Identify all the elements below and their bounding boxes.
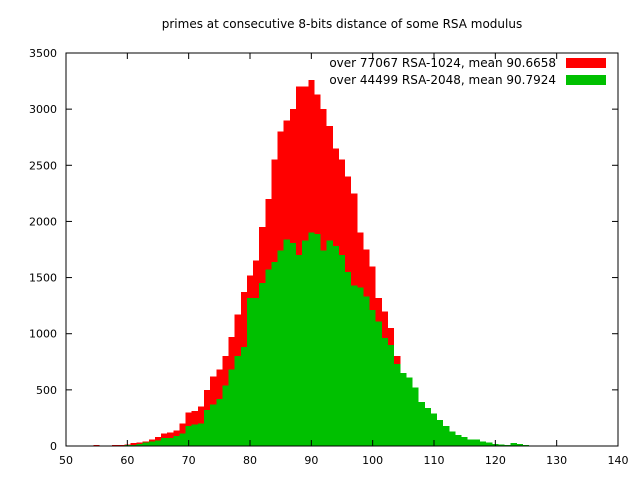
bar-series-2 (136, 443, 143, 446)
bar-series-2 (467, 439, 474, 446)
bar-series-2 (246, 297, 254, 446)
y-tick-label: 3500 (29, 47, 57, 60)
y-axis: 0 500 1000 1500 2000 2500 3000 3500 (29, 47, 618, 453)
y-tick-label: 1000 (29, 328, 57, 341)
chart-title: primes at consecutive 8-bits distance of… (162, 17, 522, 31)
bar-series-2 (388, 344, 395, 446)
x-tick-label: 130 (546, 454, 567, 467)
bar-series-2 (148, 441, 155, 446)
x-tick-label: 80 (243, 454, 257, 467)
bar-series-2 (455, 434, 462, 446)
bar-series-2 (510, 443, 517, 446)
bar-series-2 (161, 438, 168, 446)
x-tick-label: 110 (424, 454, 445, 467)
bar-series-2 (363, 296, 370, 446)
bar-series-2 (289, 242, 296, 446)
bar-series-2 (375, 321, 382, 446)
bar-series-2 (443, 425, 450, 446)
x-tick-label: 120 (485, 454, 506, 467)
bar-series-2 (480, 441, 487, 446)
bar-series-2 (486, 442, 493, 446)
x-tick-label: 60 (120, 454, 134, 467)
bar-series-2 (228, 369, 235, 446)
y-tick-label: 1500 (29, 272, 57, 285)
bar-series-2 (394, 364, 401, 446)
y-tick-label: 2000 (29, 215, 57, 228)
bar-series-2 (283, 239, 290, 446)
bar-series-2 (265, 269, 272, 446)
bar-series-2 (516, 443, 523, 446)
bar-series-2 (504, 444, 511, 446)
bar-series-2 (210, 404, 217, 446)
legend-swatch (566, 75, 606, 85)
bar-series-2 (424, 407, 431, 446)
bar-series-2 (418, 402, 425, 446)
bars-layer (93, 79, 536, 447)
bar-series-2 (345, 271, 352, 446)
bar-series-2 (204, 410, 211, 446)
bar-series-2 (351, 285, 358, 446)
bar-series-2 (320, 250, 327, 446)
x-axis: 50 60 70 80 90 100 110 120 130 140 (59, 53, 629, 467)
bar-series-2 (437, 420, 444, 446)
series-2 (93, 232, 536, 446)
bar-series-2 (381, 338, 388, 446)
y-tick-label: 0 (50, 440, 57, 453)
bar-series-2 (191, 424, 198, 446)
bar-series-2 (259, 283, 266, 446)
bar-series-2 (314, 233, 321, 446)
legend-label: over 44499 RSA-2048, mean 90.7924 (329, 73, 556, 87)
legend-label: over 77067 RSA-1024, mean 90.6658 (329, 56, 556, 70)
bar-series-2 (142, 442, 149, 446)
bar-series-2 (234, 356, 241, 446)
bar-series-2 (253, 297, 260, 446)
bar-series-2 (308, 232, 315, 446)
bar-series-2 (197, 423, 204, 446)
bar-series-2 (369, 310, 376, 446)
bar-series-2 (461, 437, 468, 446)
bar-series-2 (302, 240, 309, 446)
bar-series-2 (338, 255, 346, 446)
legend: over 77067 RSA-1024, mean 90.6658 over 44… (329, 56, 606, 87)
bar-series-2 (473, 439, 480, 446)
bar-series-2 (332, 246, 339, 446)
bar-series-2 (240, 347, 247, 446)
x-tick-label: 50 (59, 454, 73, 467)
x-tick-label: 70 (182, 454, 196, 467)
plot-frame (65, 52, 619, 447)
bar-series-2 (173, 435, 180, 446)
bar-series-1 (130, 443, 137, 446)
bar-series-2 (154, 440, 162, 446)
bar-series-2 (449, 431, 456, 446)
bar-series-2 (296, 255, 303, 446)
y-tick-label: 3000 (29, 103, 57, 116)
bar-series-2 (130, 444, 137, 446)
legend-swatch (566, 58, 606, 68)
bar-series-2 (277, 250, 284, 446)
y-tick-label: 2500 (29, 159, 57, 172)
y-tick-label: 500 (36, 384, 57, 397)
bar-series-2 (498, 444, 505, 446)
bar-series-2 (430, 413, 438, 446)
x-tick-label: 90 (304, 454, 318, 467)
bar-series-2 (357, 287, 364, 446)
bar-series-2 (167, 438, 174, 446)
bar-series-2 (412, 387, 419, 446)
x-tick-label: 100 (362, 454, 383, 467)
bar-series-2 (400, 373, 407, 446)
bar-series-2 (406, 377, 413, 446)
bar-series-2 (216, 398, 223, 446)
bar-series-2 (326, 240, 333, 446)
x-tick-label: 140 (608, 454, 629, 467)
bar-series-2 (179, 433, 186, 446)
bar-series-2 (522, 444, 530, 446)
bar-series-2 (222, 385, 229, 446)
bar-series-2 (185, 425, 192, 446)
bar-series-2 (271, 261, 278, 446)
